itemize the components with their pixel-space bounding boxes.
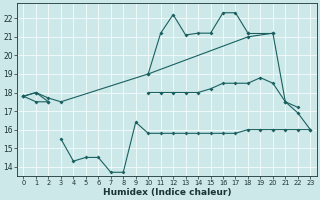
X-axis label: Humidex (Indice chaleur): Humidex (Indice chaleur)	[103, 188, 231, 197]
